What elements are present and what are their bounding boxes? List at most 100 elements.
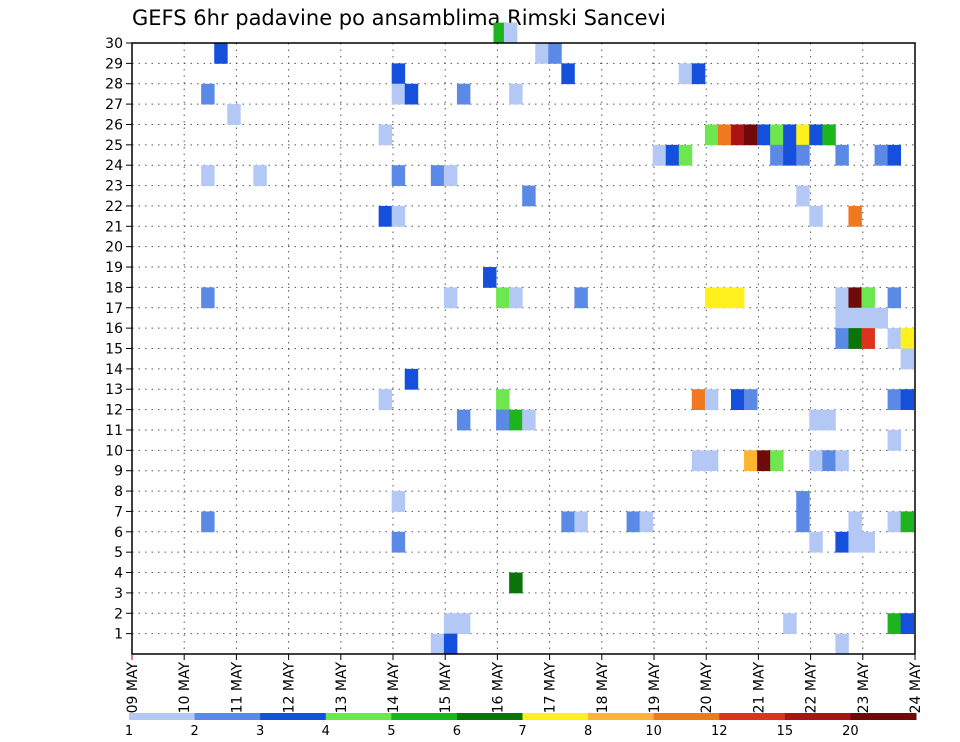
y-tick-label: 7 [114,504,123,520]
x-tick-label: 12 MAY [282,662,298,714]
precip-cell [561,63,575,85]
precip-cell [227,104,241,125]
precip-cell [509,83,523,105]
colorbar-swatch [653,713,720,720]
precip-cell [835,307,849,329]
precip-cell [874,144,888,166]
precip-cell [900,389,915,410]
precip-cell [509,409,523,431]
x-tick-label: 13 MAY [334,662,350,714]
precip-cell [770,144,784,166]
colorbar-swatch [260,713,327,720]
precip-cell [887,429,902,451]
precip-cell [887,389,902,410]
precip-cell [665,144,680,166]
precip-cells [201,22,915,655]
precip-cell [404,83,419,105]
y-tick-label: 28 [105,77,123,93]
precip-cell [744,124,758,146]
x-tick-label: 21 MAY [751,662,767,714]
y-tick-label: 27 [105,97,123,113]
precip-cell [201,165,215,186]
precip-cell [848,287,862,309]
precip-cell [456,613,471,635]
precip-cell [561,511,575,533]
precip-cell [201,511,215,533]
colorbar-swatch [129,713,196,720]
precip-cell [744,450,758,472]
precip-cell [887,328,902,349]
y-tick-label: 25 [105,138,123,154]
precip-cell [443,633,458,655]
y-tick-label: 8 [114,484,123,500]
y-tick-label: 29 [105,56,123,72]
precip-cell [887,287,902,309]
precip-cell [378,205,393,227]
precip-cell [456,409,471,431]
precip-cell [626,511,641,533]
colorbar-label: 12 [711,724,728,739]
precip-cell [848,205,862,227]
y-tick-label: 1 [114,627,123,643]
y-tick-label: 15 [105,342,123,358]
x-tick-label: 18 MAY [595,662,611,714]
precip-cell [691,450,706,472]
y-tick-label: 12 [105,403,123,419]
precip-cell [253,165,267,186]
y-tick-label: 21 [105,219,123,235]
y-tick-label: 11 [105,423,123,439]
precip-cell [809,205,823,227]
y-tick-label: 23 [105,179,123,195]
precip-cell [201,287,215,309]
precip-cell [783,124,797,146]
precip-cell [874,307,888,329]
colorbar-label: 7 [518,724,526,739]
precip-cell [848,328,862,349]
y-tick-label: 13 [105,382,123,398]
precip-cell [378,389,393,410]
y-tick-label: 2 [114,606,123,622]
precip-cell [770,124,784,146]
y-tick-label: 9 [114,464,123,480]
colorbar-label: 10 [645,724,662,739]
y-tick-label: 26 [105,117,123,133]
precip-cell [809,409,823,431]
colorbar-swatch [194,713,261,720]
precip-cell [757,450,771,472]
precip-cell [796,491,810,512]
precip-cell [574,287,588,309]
precip-cell [678,144,693,166]
colorbar-swatch [719,713,786,720]
precip-cell [887,613,902,635]
precip-cell [796,185,810,207]
x-tick-label: 11 MAY [229,662,245,714]
precip-cell [861,307,875,329]
precip-cell [704,450,719,472]
x-tick-label: 19 MAY [647,662,663,714]
precip-cell [496,409,510,431]
precip-cell [835,287,849,309]
precip-cell [503,22,518,44]
precip-cell [770,450,784,472]
chart-title: GEFS 6hr padavine po ansamblima Rimski S… [132,6,666,30]
precip-cell [691,389,706,410]
x-tick-label: 20 MAY [699,662,715,714]
precip-cell [730,287,745,309]
precip-cell [900,613,915,635]
precip-cell [848,531,862,553]
precip-cell [522,185,536,207]
y-tick-label: 17 [105,301,123,317]
precip-cell [822,124,836,146]
precip-cell [796,511,810,533]
precip-cell [509,287,523,309]
precip-cell [391,205,406,227]
precip-cell [391,531,406,553]
x-tick-label: 10 MAY [177,662,193,714]
precip-cell [822,409,836,431]
precip-cell [730,124,745,146]
colorbar-swatch [850,713,917,720]
precip-cell [835,328,849,349]
colorbar-swatch [391,713,458,720]
precip-cell [861,328,875,349]
x-tick-label: 15 MAY [438,662,454,714]
